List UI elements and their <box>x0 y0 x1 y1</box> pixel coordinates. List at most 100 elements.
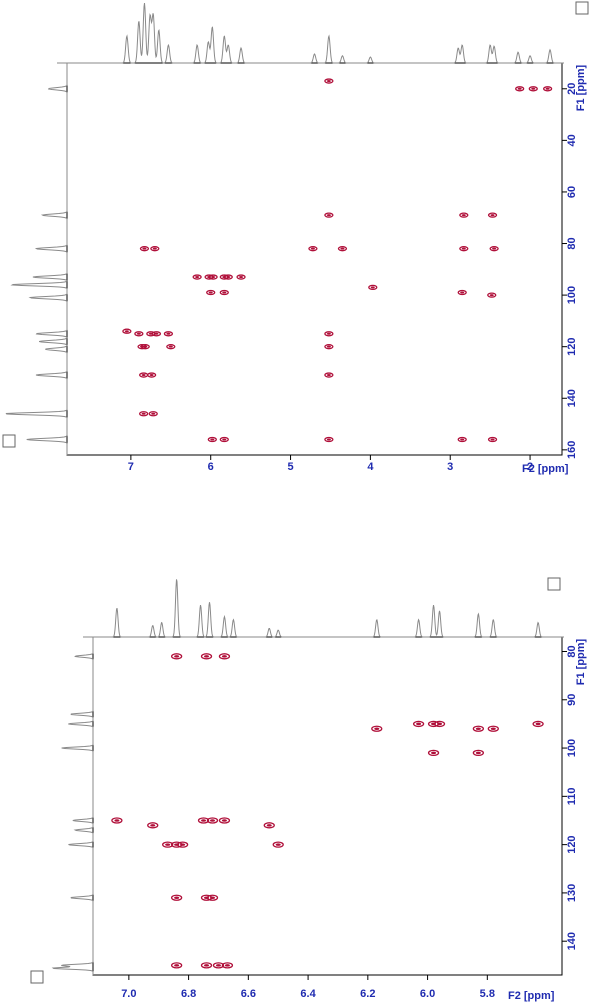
cross-peak-core <box>326 374 331 377</box>
cross-peak-core <box>326 214 331 217</box>
cross-peak-core <box>490 438 495 441</box>
y-tick-label: 120 <box>566 835 578 853</box>
cross-peak-core <box>143 345 148 348</box>
cross-peak <box>212 962 225 969</box>
plot-frame <box>66 62 563 456</box>
cross-peak-core <box>416 722 422 726</box>
cross-peak <box>200 962 213 969</box>
cross-peak <box>208 274 218 280</box>
cross-peak <box>206 894 219 901</box>
cross-peak-core <box>151 412 156 415</box>
cross-peak-core <box>460 438 465 441</box>
cross-peak-core <box>222 291 227 294</box>
cross-peak-core <box>224 964 230 967</box>
y-tick-label: 60 <box>566 186 578 198</box>
cross-peak-core <box>460 291 465 294</box>
cross-peak <box>472 725 485 732</box>
cross-peak-core <box>531 87 536 90</box>
x-axis-ticks: 7 6 5 4 3 2 <box>128 455 533 473</box>
x-tick-label: 7.0 <box>121 988 136 1000</box>
cross-peak-core <box>150 824 156 827</box>
cross-peak-core <box>221 819 227 822</box>
toggle-checkbox-bottom[interactable] <box>30 970 44 984</box>
cross-peak <box>150 246 160 252</box>
cross-peak <box>324 212 334 218</box>
cross-peak-core <box>340 247 345 250</box>
cross-peak <box>337 246 348 252</box>
y-tick-label: 120 <box>566 338 578 356</box>
y-tick-label: 90 <box>566 694 578 706</box>
hsqc-panel-expanded: 7.0 6.8 6.6 6.4 6.2 6.0 5.8 80 90 100 110 120 130 14… <box>30 577 587 1002</box>
cross-peak <box>542 86 553 92</box>
toggle-checkbox-top[interactable] <box>547 577 561 591</box>
cross-peak <box>457 436 467 443</box>
y-tick-label: 80 <box>566 237 578 249</box>
x-axis-ticks: 7.0 6.8 6.6 6.4 6.2 6.0 5.8 <box>121 975 495 1000</box>
y-tick-label: 80 <box>566 645 578 657</box>
cross-peak <box>487 292 497 298</box>
y-tick-label: 140 <box>566 389 578 407</box>
y-tick-label: 40 <box>566 134 578 146</box>
y-tick-label: 130 <box>566 884 578 902</box>
x-tick-label: 6.4 <box>300 988 316 1000</box>
cross-peak-core <box>221 655 227 658</box>
cross-peak <box>218 817 231 824</box>
cross-peak-core <box>326 80 331 83</box>
plot-frame <box>92 636 563 976</box>
cross-peak <box>111 817 123 824</box>
cross-peak <box>206 817 219 824</box>
cross-peak <box>371 725 383 732</box>
x-axis-label: F2 [ppm] <box>508 990 555 1002</box>
cross-peak-core <box>141 412 146 415</box>
cross-peak-core <box>215 964 221 967</box>
cross-peak <box>487 436 498 443</box>
x-tick-label: 6.8 <box>181 988 196 1000</box>
x-tick-label: 6.6 <box>241 988 256 1000</box>
cross-peak-core <box>141 374 146 377</box>
cross-peak-core <box>326 332 331 335</box>
cross-peak <box>223 274 233 280</box>
cross-peak <box>457 289 467 296</box>
cross-peak-core <box>209 819 215 822</box>
cross-peak <box>170 894 183 901</box>
f1-projection-trace <box>5 63 68 455</box>
toggle-checkbox-top[interactable] <box>575 1 589 15</box>
f2-projection-trace <box>57 3 564 64</box>
cross-peak-core <box>211 276 216 279</box>
cross-peak-core <box>166 332 171 335</box>
cross-peak <box>324 372 334 378</box>
cross-peak-core <box>136 332 141 335</box>
cross-peak <box>138 411 149 417</box>
cross-peak <box>207 436 217 443</box>
cross-peak <box>221 962 234 969</box>
cross-peak-core <box>195 276 200 279</box>
y-tick-label: 160 <box>566 441 578 459</box>
toggle-checkbox-bottom[interactable] <box>2 434 16 448</box>
x-tick-label: 6 <box>208 461 214 473</box>
cross-peak <box>200 653 213 660</box>
cross-peak <box>148 411 158 417</box>
cross-peak <box>324 78 334 84</box>
cross-peak-core <box>461 214 466 217</box>
cross-peak-core <box>492 247 497 250</box>
cross-peak-core <box>517 87 522 90</box>
cross-peak-core <box>490 727 496 730</box>
cross-peak-core <box>275 843 281 846</box>
cross-peak <box>532 720 544 728</box>
x-axis-label: F2 [ppm] <box>522 463 569 475</box>
cross-peak-core <box>545 87 550 90</box>
y-axis-ticks: 80 90 100 110 120 130 140 <box>562 645 578 950</box>
cross-peak <box>218 653 231 660</box>
cross-peak <box>163 331 174 337</box>
cross-peak <box>122 328 132 334</box>
y-tick-label: 110 <box>566 787 578 805</box>
cross-peak <box>263 822 275 829</box>
cross-peak <box>147 822 159 829</box>
cross-peak <box>192 274 202 280</box>
cross-peak-core <box>370 286 375 289</box>
cross-peak-core <box>475 727 481 730</box>
cross-peak <box>162 841 174 848</box>
cross-peak <box>206 289 216 296</box>
y-tick-label: 100 <box>566 739 578 757</box>
y-tick-label: 140 <box>566 932 578 950</box>
